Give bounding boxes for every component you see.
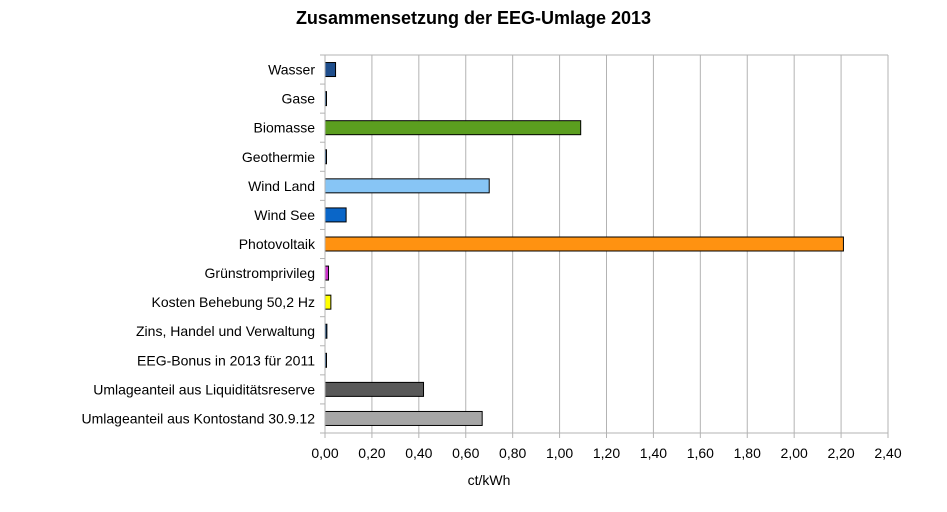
category-label: Gase <box>282 91 316 107</box>
x-tick-labels: 0,00 0,20 0,40 0,60 0,80 1,00 1,20 1,40 1,60 1,80… <box>311 445 901 461</box>
category-label: Zins, Handel und Verwaltung <box>136 323 315 339</box>
category-label: Photovoltaik <box>239 236 316 252</box>
bar-12 <box>324 410 483 426</box>
x-tick-label: 2,00 <box>781 445 808 461</box>
x-tick-label: 0,60 <box>452 445 479 461</box>
bar-11 <box>324 381 425 397</box>
x-tick-label: 0,40 <box>405 445 432 461</box>
bar-4 <box>324 178 490 194</box>
bar-0 <box>324 62 337 78</box>
chart-title: Zusammensetzung der EEG-Umlage 2013 <box>295 8 652 28</box>
bar-8 <box>324 294 332 310</box>
category-label: Umlageanteil aus Kontostand 30.9.12 <box>82 410 316 426</box>
x-tick-label: 2,40 <box>874 445 901 461</box>
x-tick-label: 0,80 <box>499 445 526 461</box>
category-label: Umlageanteil aus Liquiditätsreserve <box>93 381 315 397</box>
category-label: Wind Land <box>248 178 315 194</box>
x-axis-title: ct/kWh <box>468 472 511 488</box>
bar-5 <box>324 207 347 223</box>
category-label: Biomasse <box>254 120 316 136</box>
x-tick-label: 1,80 <box>734 445 761 461</box>
bars <box>324 62 844 426</box>
x-tick-label: 1,20 <box>593 445 620 461</box>
x-tick-label: 1,00 <box>546 445 573 461</box>
bar-2 <box>324 120 582 136</box>
category-label: Grünstromprivileg <box>205 265 315 281</box>
bar-6 <box>324 236 844 252</box>
category-label: Kosten Behebung 50,2 Hz <box>152 294 315 310</box>
x-tick-label: 1,40 <box>640 445 667 461</box>
x-tick-label: 0,20 <box>358 445 385 461</box>
category-labels: Wasser Gase Biomasse Geothermie Wind Land Win… <box>82 62 316 427</box>
category-label: Geothermie <box>242 149 315 165</box>
x-tick-label: 2,20 <box>827 445 854 461</box>
x-tick-label: 0,00 <box>311 445 338 461</box>
category-label: EEG-Bonus in 2013 für 2011 <box>137 352 315 368</box>
category-label: Wasser <box>268 62 315 78</box>
axes <box>320 54 889 438</box>
category-label: Wind See <box>254 207 315 223</box>
bar-7 <box>324 265 330 281</box>
x-tick-label: 1,60 <box>687 445 714 461</box>
